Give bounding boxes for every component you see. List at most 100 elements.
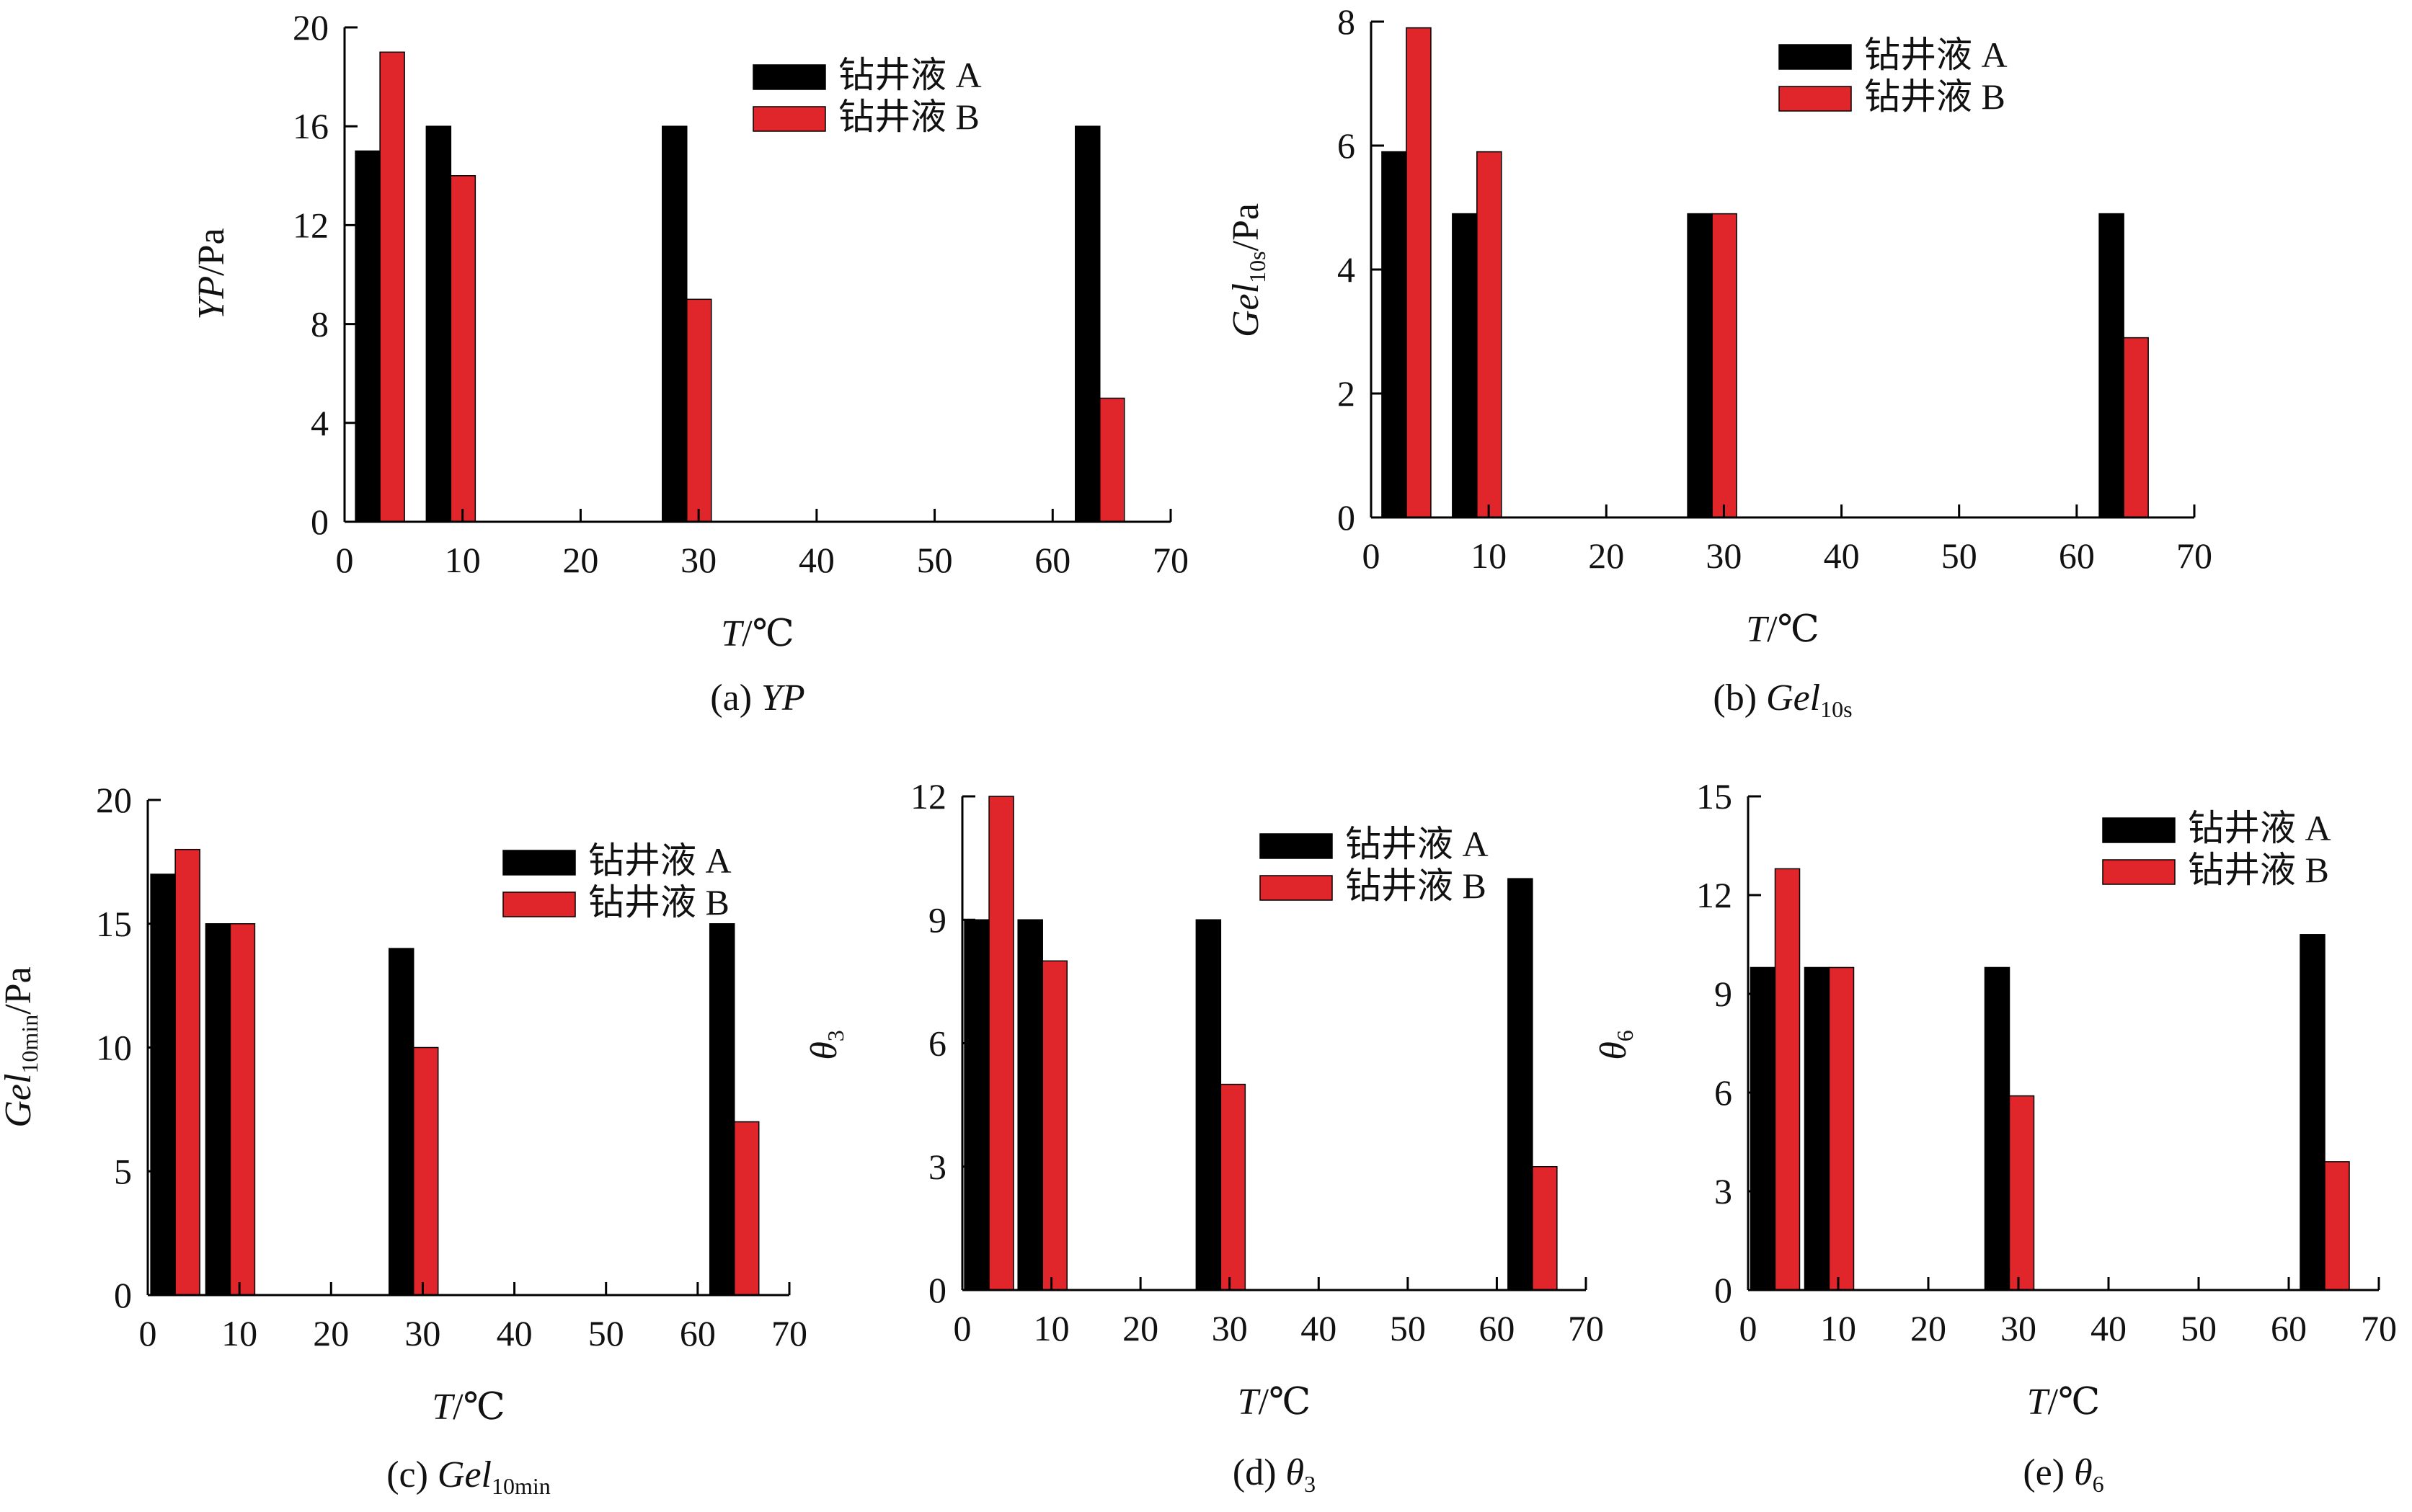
bar-a-2 (1984, 966, 2010, 1291)
y-tick-label: 0 (1714, 1270, 1732, 1310)
legend-swatch-b (1778, 86, 1852, 112)
x-tick-label: 60 (680, 1313, 716, 1353)
y-tick-label: 4 (311, 403, 329, 443)
x-tick-label: 40 (1824, 535, 1860, 576)
x-tick-label: 60 (1478, 1308, 1515, 1348)
bar-a-3 (709, 923, 735, 1296)
x-axis-label: T/℃ (1238, 1382, 1311, 1423)
bar-b-2 (1711, 213, 1737, 518)
x-tick-label: 50 (1390, 1308, 1426, 1348)
bar-b-1 (1828, 966, 1855, 1291)
y-tick-label: 6 (1714, 1072, 1732, 1113)
y-tick-label: 4 (1337, 249, 1355, 290)
x-tick-label: 50 (588, 1313, 624, 1353)
y-tick-label: 3 (928, 1147, 946, 1187)
chart-caption: (e) θ6 (2023, 1452, 2103, 1497)
y-tick-label: 15 (1696, 776, 1732, 817)
bar-a-0 (964, 919, 990, 1291)
bar-b-2 (412, 1046, 439, 1296)
y-axis-label: YP/Pa (191, 228, 232, 319)
legend-label-b: 钻井液 B (838, 97, 980, 137)
bar-a-2 (662, 125, 688, 522)
x-tick-label: 40 (497, 1313, 533, 1353)
x-tick-label: 30 (1706, 535, 1742, 576)
y-tick-label: 9 (1714, 974, 1732, 1014)
x-tick-label: 50 (1941, 535, 1977, 576)
y-axis-label: θ6 (1593, 1030, 1638, 1060)
bar-a-0 (355, 150, 381, 522)
bar-b-3 (733, 1121, 760, 1296)
legend-swatch-a (753, 64, 826, 90)
bar-b-2 (686, 298, 712, 522)
y-tick-label: 10 (96, 1028, 132, 1068)
x-tick-label: 10 (1034, 1308, 1070, 1348)
y-tick-label: 20 (96, 780, 132, 820)
bar-a-0 (1381, 151, 1407, 518)
y-tick-label: 2 (1337, 373, 1355, 414)
chart-caption: (c) Gel10min (386, 1454, 551, 1499)
bar-a-0 (150, 873, 176, 1296)
legend-label-b: 钻井液 B (1864, 76, 2005, 117)
bar-b-2 (2008, 1095, 2035, 1291)
x-tick-label: 40 (799, 540, 835, 580)
x-tick-label: 0 (336, 540, 354, 580)
y-tick-label: 12 (910, 776, 946, 817)
legend-swatch-b (2102, 859, 2176, 885)
legend-swatch-a (2102, 817, 2176, 843)
x-tick-label: 30 (404, 1313, 440, 1353)
x-tick-label: 70 (2361, 1308, 2397, 1348)
bar-a-2 (1195, 919, 1222, 1291)
legend-swatch-a (1778, 44, 1852, 70)
bar-a-1 (205, 923, 231, 1296)
chart-a: 0 4 8 12 16 20 0 10 20 30 40 50 60 70 T/℃ YP/Pa 钻井液 A钻井液… (191, 7, 1189, 719)
y-tick-label: 3 (1714, 1171, 1732, 1211)
x-tick-label: 20 (1122, 1308, 1158, 1348)
y-tick-label: 9 (928, 899, 946, 940)
x-axis-label: T/℃ (1746, 609, 1819, 650)
x-tick-label: 20 (562, 540, 598, 580)
legend-label-b: 钻井液 B (588, 882, 730, 922)
bar-b-2 (1220, 1083, 1246, 1291)
chart-caption: (d) θ3 (1233, 1452, 1316, 1497)
legend-swatch-a (502, 850, 576, 876)
y-tick-label: 0 (311, 502, 329, 542)
x-tick-label: 0 (1362, 535, 1380, 576)
y-tick-label: 6 (1337, 125, 1355, 166)
bar-a-1 (425, 125, 452, 522)
y-tick-label: 20 (293, 7, 329, 48)
legend-label-a: 钻井液 A (2188, 808, 2331, 848)
y-axis-label: θ3 (804, 1030, 848, 1060)
x-tick-label: 70 (1153, 540, 1189, 580)
bar-b-0 (1774, 868, 1801, 1291)
y-tick-label: 16 (293, 106, 329, 146)
legend-label-a: 钻井液 A (1864, 35, 2008, 75)
x-tick-label: 0 (1739, 1308, 1757, 1348)
y-tick-label: 12 (293, 205, 329, 245)
legend-label-a: 钻井液 A (1345, 824, 1489, 864)
bar-a-3 (2300, 934, 2325, 1291)
x-tick-label: 40 (1300, 1308, 1336, 1348)
legend-label-b: 钻井液 B (2188, 850, 2329, 890)
x-tick-label: 10 (1471, 535, 1507, 576)
x-tick-label: 30 (680, 540, 717, 580)
y-tick-label: 8 (1337, 1, 1355, 42)
x-tick-label: 50 (917, 540, 953, 580)
x-tick-label: 20 (1588, 535, 1624, 576)
legend-swatch-b (1259, 875, 1333, 901)
x-tick-label: 10 (221, 1313, 257, 1353)
legend-swatch-b (753, 106, 826, 132)
x-tick-label: 40 (2090, 1308, 2127, 1348)
legend-label-b: 钻井液 B (1345, 866, 1486, 906)
legend-label-a: 钻井液 A (838, 55, 982, 95)
x-tick-label: 70 (1568, 1308, 1604, 1348)
chart-b: 0 2 4 6 8 0 10 20 30 40 50 60 70 T/℃ Gel10s/Pa 钻井液 A钻井液… (1225, 1, 2212, 722)
x-tick-label: 20 (1910, 1308, 1946, 1348)
bar-a-3 (1075, 125, 1101, 522)
chart-c: 0 5 10 15 20 0 10 20 30 40 50 60 70 T/℃ Gel10min/Pa 钻井液… (0, 780, 807, 1499)
bar-a-1 (1452, 213, 1478, 518)
y-tick-label: 15 (96, 904, 132, 944)
bar-b-1 (1476, 151, 1502, 518)
bar-b-0 (1406, 27, 1432, 518)
